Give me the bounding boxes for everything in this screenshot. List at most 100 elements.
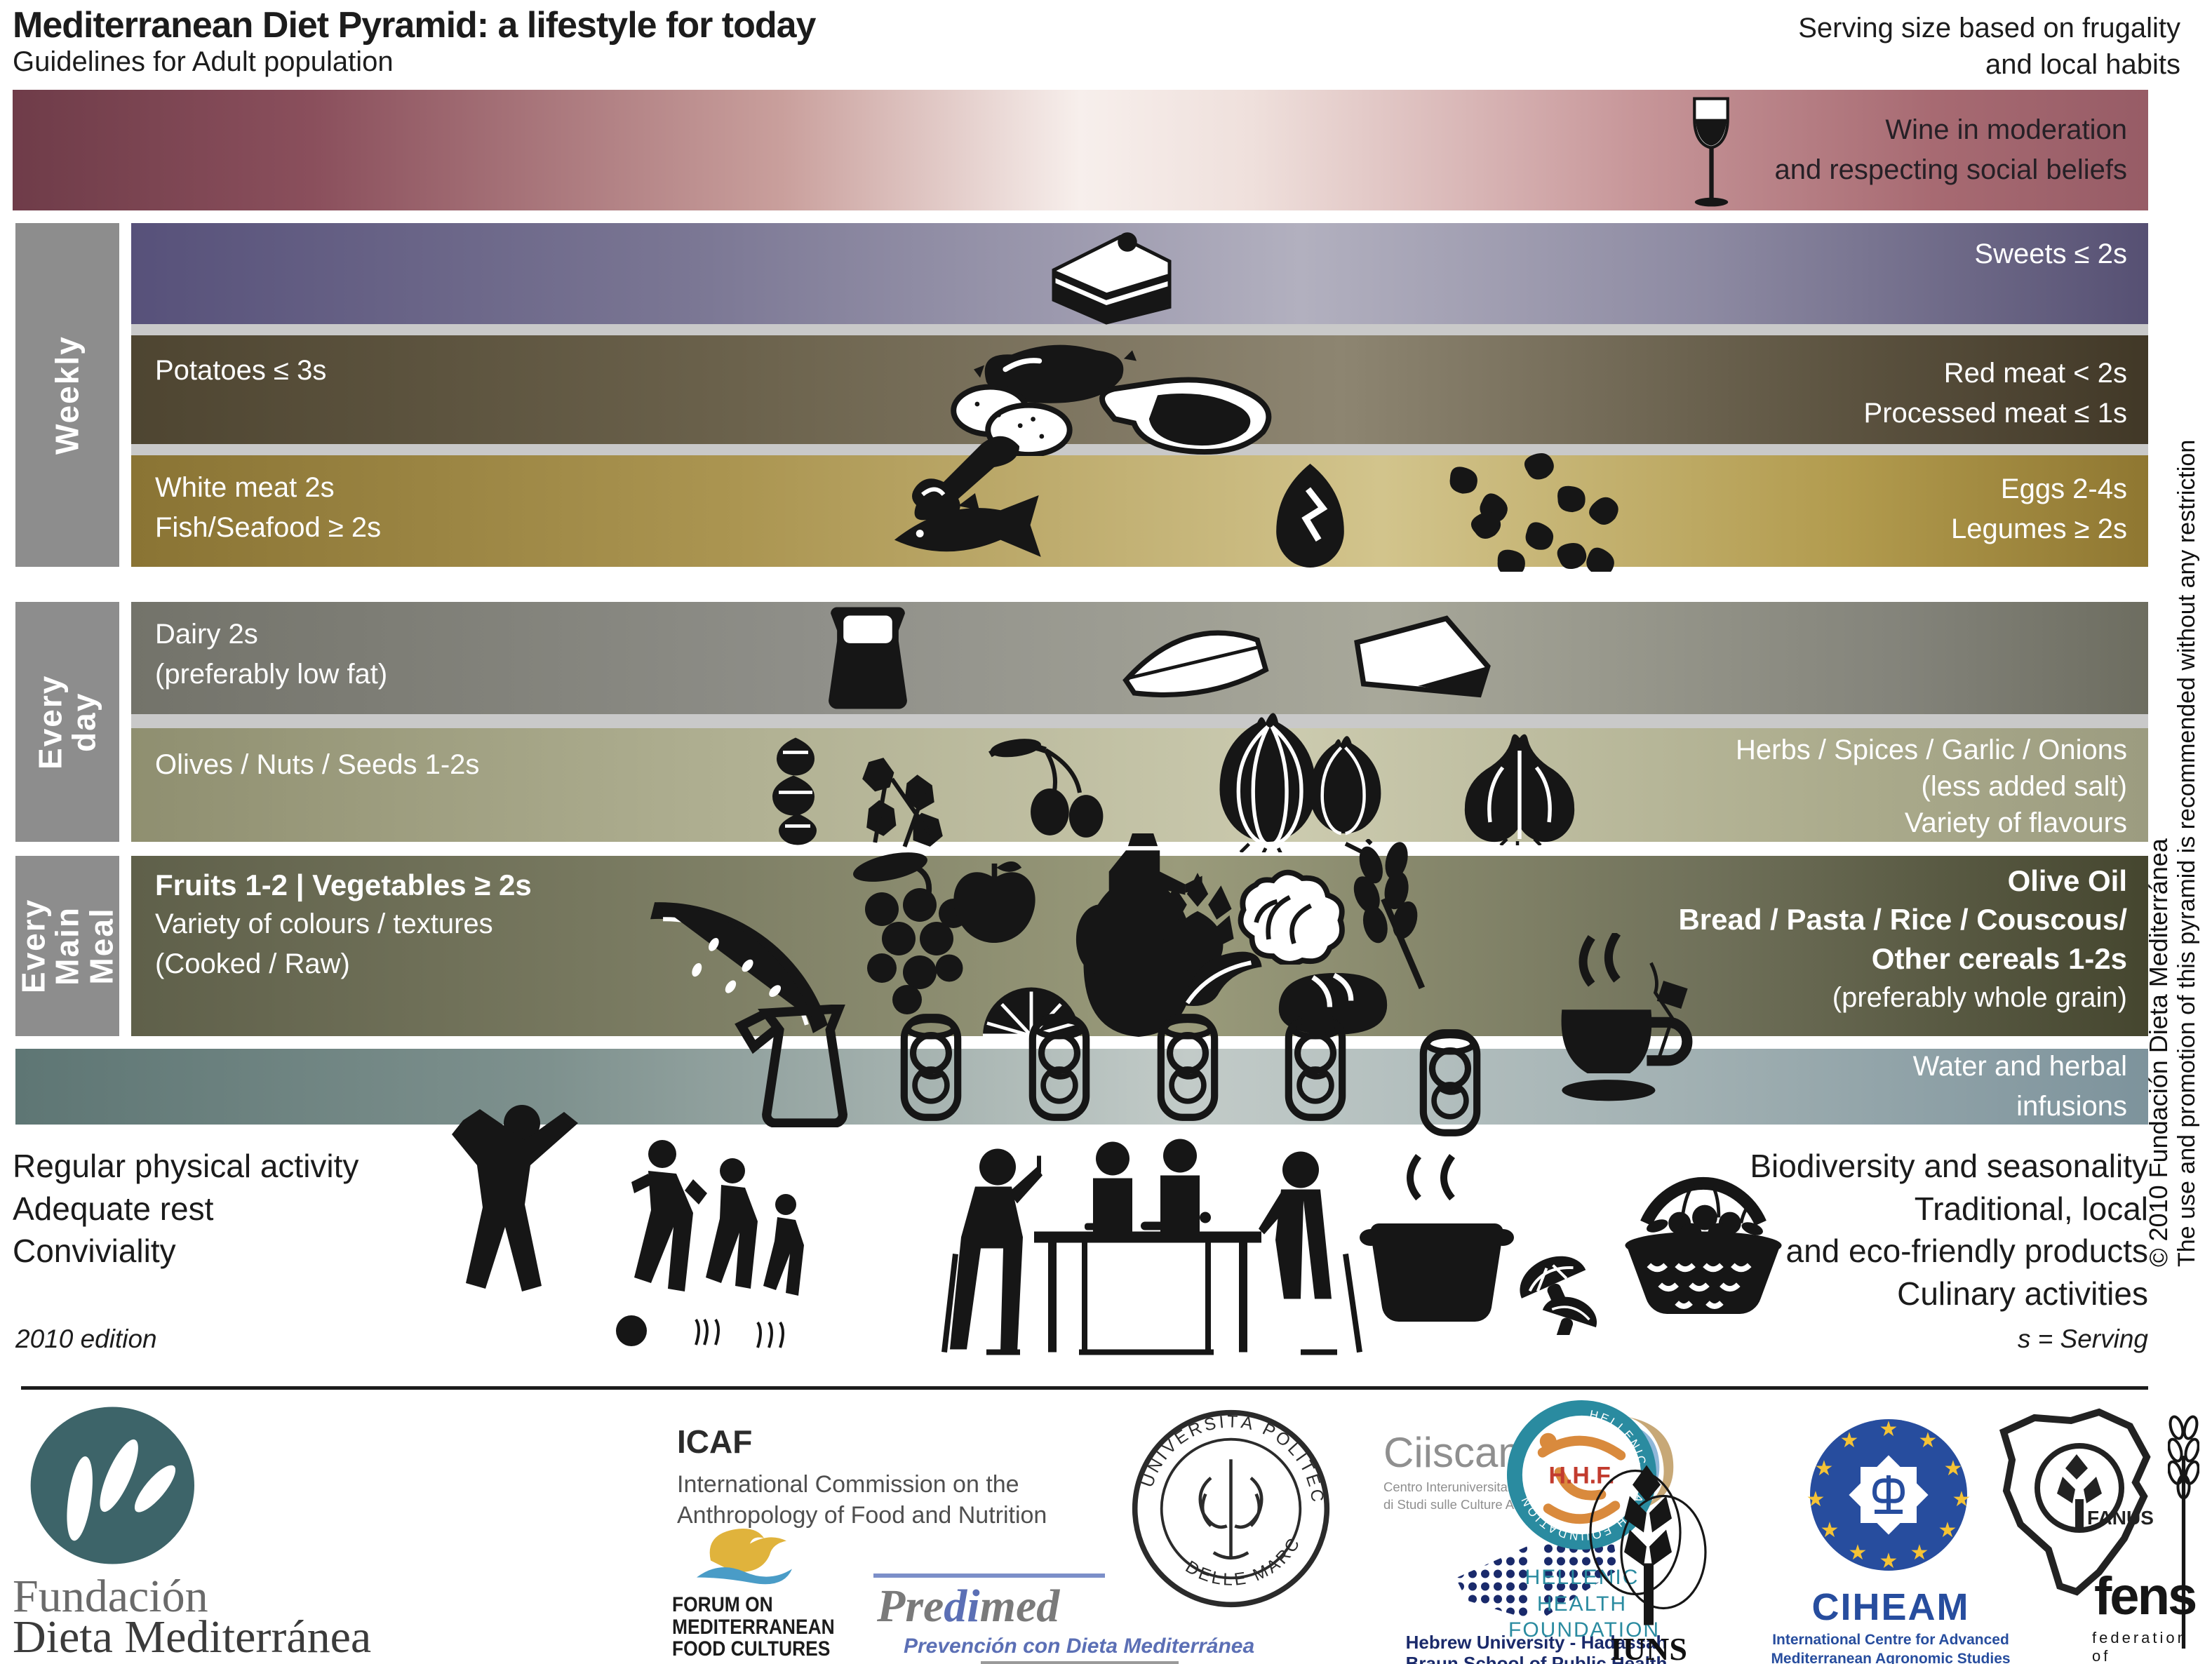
predimed-rule-top <box>873 1574 1105 1578</box>
water-glass-icon <box>892 1010 970 1128</box>
water-label: Water and herbal infusions <box>1912 1051 2127 1122</box>
predimed-name-part2: di <box>944 1581 980 1632</box>
water-jug-icon <box>735 1005 848 1127</box>
iuns-wheat-icon <box>1589 1465 1707 1625</box>
meat-chop-icon <box>1099 377 1272 455</box>
grapes-icon <box>853 852 968 1014</box>
sweets-label: Sweets ≤ 2s <box>1974 239 2127 269</box>
svg-text:★: ★ <box>1952 1488 1971 1511</box>
red-meat-label: Red meat < 2s Processed meat ≤ 1s <box>1863 358 2127 429</box>
divider <box>131 444 2148 455</box>
fruits-vegetables-label: Fruits 1-2 | Vegetables ≥ 2s Variety of … <box>155 866 532 984</box>
yogurt-icon <box>829 607 907 709</box>
oil-cruet-icon <box>1075 833 1202 1037</box>
band-olives-nuts-seeds: Olives / Nuts / Seeds 1-2s Herbs / Spice… <box>131 728 2148 842</box>
divider <box>131 324 2148 335</box>
physical-activity-people-icon <box>452 1105 804 1348</box>
serving-definition: s = Serving <box>2017 1324 2148 1353</box>
band-white-meat-fish: White meat 2s Fish/Seafood ≥ 2s Eggs 2-4… <box>131 455 2148 567</box>
copyright-note: © 2010 Fundación Dieta Mediterránea <box>2144 838 2173 1267</box>
ciheam-emblem-icon: ★ ★ ★ ★ ★ ★ ★ ★ ★ ★ ★ ★ <box>1807 1418 1971 1573</box>
apple-icon <box>953 861 1035 944</box>
egg-icon <box>1276 464 1344 568</box>
section-label-weekly: Weekly <box>48 335 86 455</box>
fanus-africa-icon <box>1999 1408 2151 1596</box>
hhf-logo-icon: HELLENIC HEALTH FOUNDATION H.H.F. <box>1506 1400 1657 1550</box>
svg-text:★: ★ <box>1919 1429 1938 1452</box>
olives-label: Olives / Nuts / Seeds 1-2s <box>155 749 480 780</box>
svg-text:★: ★ <box>1879 1550 1898 1573</box>
forum-name: FORUM ON MEDITERRANEAN FOOD CULTURES <box>672 1593 835 1660</box>
fens-acronym: fens <box>2094 1566 2197 1626</box>
olive-oil-cereals-bold: Olive Oil Bread / Pasta / Rice / Couscou… <box>1678 864 2127 975</box>
section-bar-every-main-meal: Every Main Meal <box>15 856 119 1036</box>
icaf-logo: ICAF International Commission on the Ant… <box>677 1423 1047 1531</box>
dairy-label: Dairy 2s (preferably low fat) <box>155 619 388 690</box>
olives-icon <box>988 739 1104 838</box>
predimed-name-part3: med <box>979 1581 1060 1632</box>
page-title: Mediterranean Diet Pyramid: a lifestyle … <box>13 5 816 46</box>
divider <box>131 714 2148 728</box>
fens-wheat-icon <box>2168 1415 2199 1649</box>
teacup-icon <box>1561 933 1693 1101</box>
lifestyle-right-text: Biodiversity and seasonality Traditional… <box>1750 1148 2148 1313</box>
water-glass-icon <box>1149 1010 1226 1128</box>
mushrooms-icon <box>1520 1256 1597 1335</box>
fdm-logo-icon <box>30 1407 195 1564</box>
hhf-name: HELLENIC HEALTH FOUNDATION <box>1508 1566 1661 1642</box>
water-glass-icon <box>1277 1010 1354 1128</box>
ciheam-acronym: CIHEAM <box>1811 1586 1970 1628</box>
serving-size-note: Serving size based on frugality and loca… <box>1798 13 2180 80</box>
herb-icon <box>862 758 943 847</box>
hhf-acronym: H.H.F. <box>1549 1462 1615 1489</box>
section-bar-weekly: Weekly <box>15 223 119 567</box>
side-note: © 2010 Fundación Dieta Mediterránea The … <box>2144 425 2201 1267</box>
watermelon-icon <box>650 902 828 1033</box>
lifestyle-left-text: Regular physical activity Adequate rest … <box>13 1148 359 1270</box>
hazelnuts-icon <box>772 737 817 845</box>
svg-text:★: ★ <box>1840 1429 1859 1452</box>
fruits-vegetables-bold: Fruits 1-2 | Vegetables ≥ 2s <box>155 868 532 901</box>
univpm-seal-icon: UNIVERSITÀ POLITECNICA DELLE MARCHE <box>1131 1409 1330 1608</box>
harvest-basket-icon <box>1625 1177 1782 1315</box>
potatoes-label: Potatoes ≤ 3s <box>155 355 327 386</box>
svg-text:★: ★ <box>1879 1418 1898 1441</box>
fish-icon <box>894 493 1041 557</box>
icaf-description: International Commission on the Anthropo… <box>677 1471 1047 1529</box>
section-bar-every-day: Every day <box>15 602 119 842</box>
section-label-every-main-meal: Every Main Meal <box>15 898 120 994</box>
chard-icon <box>1183 951 1262 1007</box>
fdm-name-line1: Fundación <box>13 1571 208 1622</box>
predimed-name-part1: Pre <box>877 1581 944 1632</box>
predimed-subtitle: Prevención con Dieta Mediterránea <box>904 1635 1255 1658</box>
herbs-label: Herbs / Spices / Garlic / Onions (less a… <box>1736 734 2127 838</box>
lettuce-icon <box>1238 869 1345 965</box>
usage-note: The use and promotion of this pyramid is… <box>2173 439 2200 1267</box>
svg-text:★: ★ <box>1910 1541 1929 1564</box>
cake-icon <box>1052 232 1172 325</box>
white-meat-label: White meat 2s Fish/Seafood ≥ 2s <box>155 472 382 543</box>
sausage-icon <box>974 344 1137 403</box>
footer-divider <box>21 1386 2148 1390</box>
onions-icon <box>1219 713 1381 852</box>
svg-text:★: ★ <box>1815 1457 1834 1480</box>
edition-note: 2010 edition <box>15 1324 157 1353</box>
svg-text:★: ★ <box>1938 1519 1957 1542</box>
svg-text:★: ★ <box>1821 1519 1839 1542</box>
beans-icon <box>1445 452 1624 572</box>
predimed-name: Predimed <box>877 1580 1059 1633</box>
wheat-icon <box>1344 839 1426 990</box>
page-subtitle: Guidelines for Adult population <box>13 46 394 77</box>
fruits-vegetables-detail: Variety of colours / textures (Cooked / … <box>155 908 493 980</box>
drumstick-icon <box>912 436 1019 527</box>
fdm-name-line2: Dieta Mediterránea <box>13 1611 372 1663</box>
section-label-every-day: Every day <box>32 674 102 770</box>
fanus-acronym: FANUS <box>2087 1507 2154 1529</box>
cooking-pot-icon <box>1360 1154 1514 1322</box>
band-wine: Wine in moderation and respecting social… <box>13 90 2148 210</box>
wine-glass-icon <box>1693 97 1729 207</box>
svg-text:★: ★ <box>1849 1541 1868 1564</box>
olive-oil-cereals-label: Olive Oil Bread / Pasta / Rice / Couscou… <box>1678 861 2127 1018</box>
water-glass-icon <box>1021 1010 1098 1128</box>
